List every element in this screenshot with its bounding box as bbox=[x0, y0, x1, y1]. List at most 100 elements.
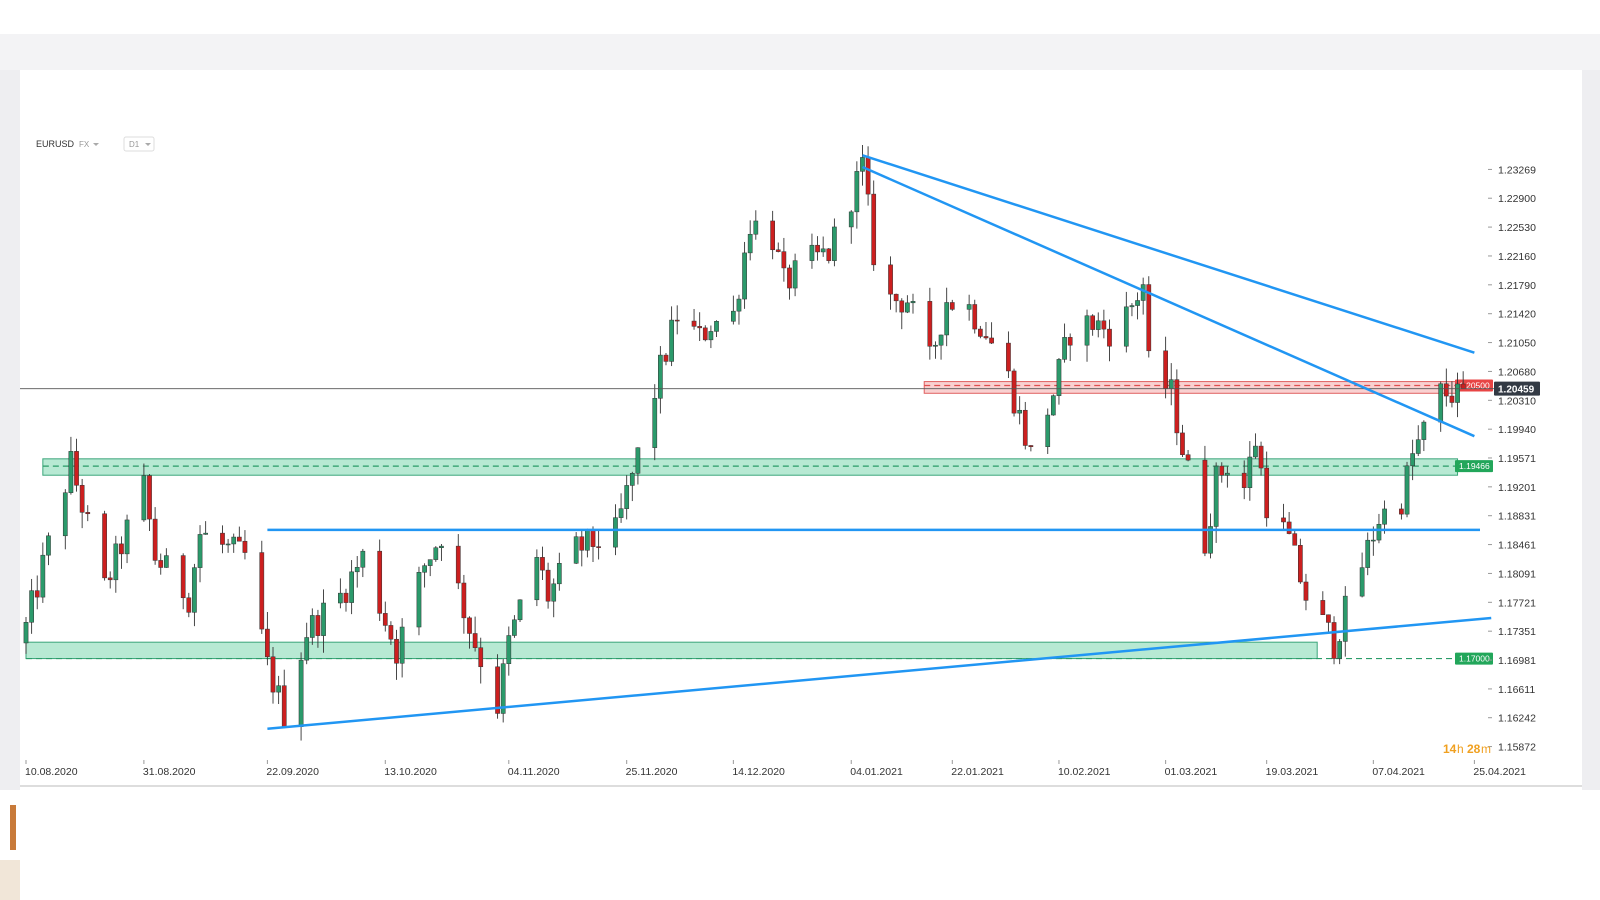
candle[interactable] bbox=[343, 588, 349, 612]
candle[interactable] bbox=[775, 242, 781, 253]
candle[interactable] bbox=[186, 592, 192, 618]
candle[interactable] bbox=[1365, 532, 1371, 576]
candle[interactable] bbox=[820, 236, 826, 257]
candlestick-chart[interactable]: EURUSD FX D1 1.20500 1.19466 1.17000 1.204… bbox=[20, 128, 1582, 803]
candle[interactable] bbox=[321, 589, 326, 653]
candle[interactable] bbox=[1219, 462, 1225, 483]
candle[interactable] bbox=[85, 505, 91, 522]
candle[interactable] bbox=[832, 218, 837, 267]
candle[interactable] bbox=[231, 533, 237, 553]
candle[interactable] bbox=[265, 611, 270, 666]
candle[interactable] bbox=[1168, 363, 1174, 406]
candle[interactable] bbox=[1342, 586, 1348, 657]
candle[interactable] bbox=[119, 536, 124, 569]
candle[interactable] bbox=[978, 325, 983, 339]
candle[interactable] bbox=[259, 540, 265, 634]
candle[interactable] bbox=[472, 616, 478, 652]
candle[interactable] bbox=[691, 308, 697, 330]
candle[interactable] bbox=[74, 438, 79, 492]
candle[interactable] bbox=[399, 618, 405, 678]
support-zone[interactable] bbox=[42, 458, 1459, 476]
candle[interactable] bbox=[1180, 424, 1185, 458]
candle[interactable] bbox=[865, 146, 871, 206]
candle[interactable] bbox=[1399, 503, 1404, 520]
candle[interactable] bbox=[658, 346, 663, 414]
candle[interactable] bbox=[467, 616, 472, 649]
candle[interactable] bbox=[1123, 291, 1129, 353]
candle[interactable] bbox=[79, 478, 85, 529]
candle[interactable] bbox=[377, 539, 383, 621]
candle[interactable] bbox=[747, 220, 753, 261]
candle[interactable] bbox=[1135, 292, 1140, 320]
candle[interactable] bbox=[1129, 303, 1135, 317]
candle[interactable] bbox=[68, 436, 74, 495]
candle[interactable] bbox=[938, 334, 944, 360]
candle[interactable] bbox=[579, 529, 585, 567]
candle[interactable] bbox=[1174, 369, 1180, 446]
candle[interactable] bbox=[1331, 616, 1337, 665]
trendline[interactable] bbox=[862, 154, 1475, 354]
candle[interactable] bbox=[141, 463, 147, 522]
candle[interactable] bbox=[1382, 500, 1387, 534]
candle[interactable] bbox=[124, 514, 130, 564]
candle[interactable] bbox=[270, 647, 276, 704]
candle[interactable] bbox=[62, 489, 68, 550]
candle[interactable] bbox=[1146, 276, 1152, 358]
candle[interactable] bbox=[556, 552, 562, 591]
candle[interactable] bbox=[388, 621, 394, 645]
candle[interactable] bbox=[697, 312, 703, 341]
candle[interactable] bbox=[220, 525, 225, 554]
candle[interactable] bbox=[1241, 460, 1247, 500]
candle[interactable] bbox=[304, 622, 310, 665]
candle[interactable] bbox=[34, 575, 40, 610]
candle[interactable] bbox=[736, 294, 742, 325]
trendline[interactable] bbox=[267, 616, 1492, 731]
candle[interactable] bbox=[1253, 433, 1258, 459]
candle[interactable] bbox=[1359, 552, 1365, 598]
candle[interactable] bbox=[1225, 466, 1230, 488]
candle[interactable] bbox=[107, 571, 113, 589]
candle[interactable] bbox=[731, 295, 736, 325]
candle[interactable] bbox=[1410, 439, 1415, 481]
market-chevron-down-icon[interactable] bbox=[93, 143, 99, 146]
candle[interactable] bbox=[629, 471, 635, 502]
candle[interactable] bbox=[1258, 441, 1264, 476]
candle[interactable] bbox=[517, 599, 523, 623]
candle[interactable] bbox=[792, 253, 798, 297]
candle[interactable] bbox=[276, 675, 281, 705]
resistance-zone[interactable] bbox=[923, 381, 1459, 394]
candle[interactable] bbox=[439, 544, 444, 561]
candle[interactable] bbox=[635, 447, 641, 485]
candle[interactable] bbox=[1370, 526, 1376, 556]
candle[interactable] bbox=[394, 629, 399, 680]
candle[interactable] bbox=[596, 530, 601, 560]
candle[interactable] bbox=[1202, 445, 1208, 557]
candle[interactable] bbox=[888, 256, 893, 310]
candle[interactable] bbox=[1415, 425, 1421, 457]
candle[interactable] bbox=[702, 325, 708, 342]
candle[interactable] bbox=[972, 299, 978, 334]
price-chart-panel[interactable]: EURUSD FX D1 1.20500 1.19466 1.17000 1.204… bbox=[20, 128, 1582, 803]
candle[interactable] bbox=[298, 652, 304, 741]
candle[interactable] bbox=[545, 562, 551, 609]
candle[interactable] bbox=[949, 299, 955, 311]
candle[interactable] bbox=[742, 241, 747, 309]
candle[interactable] bbox=[854, 161, 860, 229]
candle[interactable] bbox=[781, 237, 787, 282]
candle[interactable] bbox=[478, 637, 484, 684]
candle[interactable] bbox=[338, 578, 343, 609]
candle[interactable] bbox=[983, 321, 989, 340]
candle[interactable] bbox=[113, 535, 119, 593]
candle[interactable] bbox=[1303, 573, 1309, 611]
candle[interactable] bbox=[158, 553, 164, 575]
candle[interactable] bbox=[966, 294, 972, 321]
candle[interactable] bbox=[927, 287, 933, 360]
candle[interactable] bbox=[433, 546, 439, 562]
candle[interactable] bbox=[989, 322, 994, 345]
candle[interactable] bbox=[1011, 368, 1017, 417]
candle[interactable] bbox=[1017, 396, 1023, 425]
candle[interactable] bbox=[1443, 368, 1449, 407]
candle[interactable] bbox=[1281, 503, 1286, 530]
candle[interactable] bbox=[1185, 449, 1191, 462]
candle[interactable] bbox=[1337, 639, 1343, 665]
